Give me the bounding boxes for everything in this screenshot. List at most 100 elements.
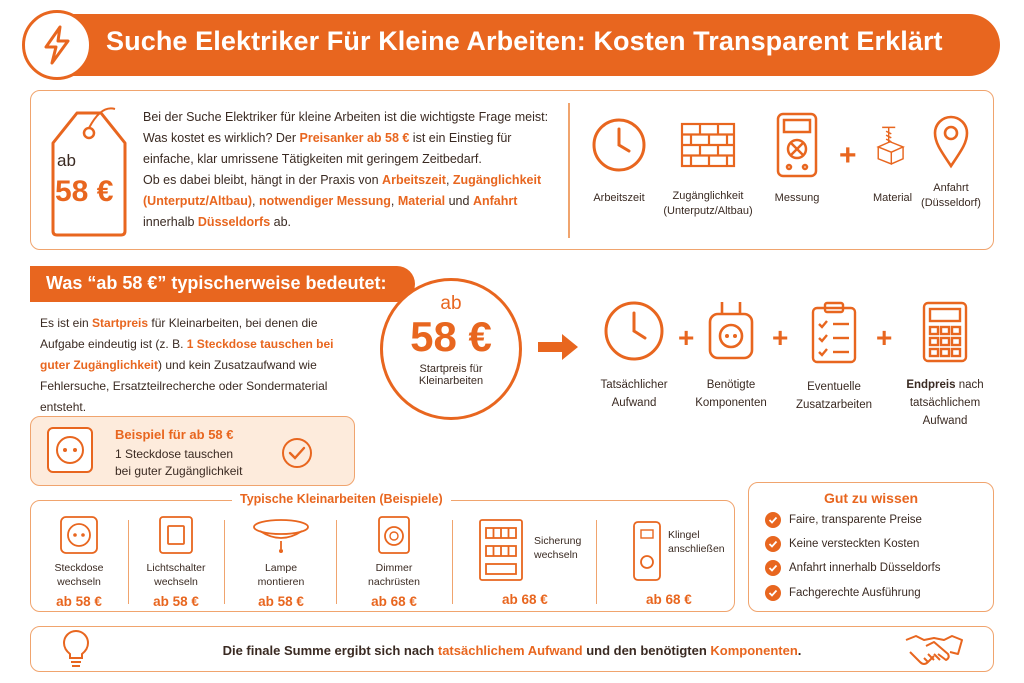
factor-label: Arbeitszeit bbox=[593, 192, 645, 204]
factor-label: Material bbox=[873, 192, 913, 204]
ceiling-lamp-icon bbox=[253, 519, 309, 553]
doorbell-icon bbox=[633, 521, 661, 581]
task-lichtschalter: Lichtschalter wechseln ab 58 € bbox=[136, 515, 216, 609]
good-to-know-item: Anfahrt innerhalb Düsseldorfs bbox=[765, 560, 941, 576]
intro-text: Bei der Suche Elektriker für kleine Arbe… bbox=[143, 107, 553, 233]
task-price: ab 68 € bbox=[502, 592, 548, 607]
check-icon bbox=[765, 536, 781, 552]
task-line: wechseln bbox=[154, 576, 198, 588]
body-text: ist ein Einstieg für einfache, klar umri… bbox=[143, 131, 512, 166]
highlight-text: Anfahrt bbox=[472, 194, 518, 208]
price-tag-prefix: ab bbox=[57, 151, 76, 170]
factor-label: Messung bbox=[774, 192, 820, 204]
good-to-know-item: Fachgerechte Ausführung bbox=[765, 585, 921, 601]
process-line: Endpreis bbox=[906, 379, 956, 391]
header-bar bbox=[52, 14, 1000, 76]
price-tag bbox=[41, 99, 131, 239]
handshake-icon bbox=[905, 635, 963, 665]
process-line: Komponenten bbox=[695, 397, 767, 409]
body-text: , bbox=[390, 194, 398, 208]
task-line: montieren bbox=[257, 576, 305, 588]
process-komponenten: Benötigte Komponenten bbox=[686, 300, 776, 412]
task-price: ab 68 € bbox=[646, 592, 692, 607]
task-klingel bbox=[632, 520, 662, 582]
task-label: Sicherung wechseln bbox=[534, 534, 581, 562]
example-box: Beispiel für ab 58 € 1 Steckdose tausche… bbox=[30, 416, 355, 486]
highlight-text: Arbeitszeit bbox=[382, 173, 446, 187]
price-tag-icon bbox=[51, 107, 127, 237]
highlight-text: Düsseldorfs bbox=[197, 215, 271, 229]
process-line: nach bbox=[955, 379, 984, 391]
good-to-know-item: Faire, transparente Preise bbox=[765, 512, 922, 528]
multimeter-icon bbox=[776, 112, 818, 178]
check-icon bbox=[765, 512, 781, 528]
example-line-1: 1 Steckdose tauschen bbox=[115, 447, 234, 461]
body-text: und den benötigten bbox=[582, 643, 711, 658]
location-pin-icon bbox=[933, 115, 969, 169]
good-to-know-label: Faire, transparente Preise bbox=[789, 514, 922, 526]
circle-price: 58 € bbox=[410, 313, 492, 360]
intro-card: ab 58 € Bei der Suche Elektriker für kle… bbox=[30, 90, 994, 250]
body-text: , bbox=[252, 194, 259, 208]
task-line: nachrüsten bbox=[368, 576, 420, 588]
good-to-know-label: Fachgerechte Ausführung bbox=[789, 587, 921, 599]
check-icon bbox=[765, 585, 781, 601]
section-banner bbox=[30, 266, 415, 302]
body-text: . bbox=[797, 643, 802, 658]
body-text: Ob es dabei bleibt, hängt in der Praxis … bbox=[143, 173, 383, 187]
task-price: ab 58 € bbox=[56, 594, 102, 609]
task-line: wechseln bbox=[534, 549, 578, 561]
circle-caption-1: Startpreis für bbox=[419, 363, 483, 375]
divider bbox=[452, 520, 454, 604]
plus-sign: + bbox=[876, 322, 893, 353]
task-line: Lichtschalter bbox=[146, 562, 206, 574]
factor-messung: Messung bbox=[763, 111, 831, 206]
task-label: Klingel anschließen bbox=[668, 528, 725, 556]
process-endpreis: Endpreis nach tatsächlichem Aufwand bbox=[896, 300, 994, 430]
task-line: Lampe bbox=[264, 562, 298, 574]
task-line: Sicherung bbox=[534, 535, 582, 547]
socket-icon bbox=[60, 516, 98, 554]
factor-material: Material bbox=[843, 111, 913, 206]
price-tag-value: 58 € bbox=[55, 175, 114, 208]
body-text: ab. bbox=[270, 215, 292, 229]
header-badge bbox=[22, 10, 92, 80]
highlight-text: tatsächlichem Aufwand bbox=[437, 643, 583, 658]
task-line: Steckdose bbox=[54, 562, 104, 574]
factor-anfahrt: Anfahrt (Düsseldorf) bbox=[909, 111, 993, 211]
check-icon bbox=[765, 560, 781, 576]
task-dimmer: Dimmer nachrüsten ab 68 € bbox=[352, 515, 436, 609]
body-text: für Kleinarbeiten, bei denen die Aufgabe… bbox=[40, 316, 318, 351]
task-line: Klingel bbox=[668, 529, 700, 541]
arrow-right-icon bbox=[538, 334, 578, 360]
factor-zugaenglichkeit: Zugänglichkeit (Unterputz/Altbau) bbox=[653, 111, 763, 219]
lightning-icon bbox=[44, 25, 70, 65]
intro-paragraph-2: Ob es dabei bleibt, hängt in der Praxis … bbox=[143, 170, 553, 233]
highlight-text: notwendiger Messung bbox=[258, 194, 391, 208]
typical-tasks-title: Typische Kleinarbeiten (Beispiele) bbox=[232, 492, 451, 506]
body-text: ) und kein Zusatzaufwand wie Fehlersuche… bbox=[40, 358, 328, 414]
task-lampe: Lampe montieren ab 58 € bbox=[236, 515, 326, 609]
task-line: wechseln bbox=[57, 576, 101, 588]
lightbulb-icon bbox=[62, 630, 90, 667]
material-box-icon bbox=[876, 126, 905, 166]
task-line: Dimmer bbox=[375, 562, 413, 574]
plus-sign: + bbox=[839, 139, 857, 172]
section-title: Was “ab 58 €” typischerweise bedeutet: bbox=[46, 273, 387, 293]
plus-sign: + bbox=[772, 322, 789, 353]
process-line: Zusatzarbeiten bbox=[795, 399, 873, 411]
was-text: Es ist ein Startpreis für Kleinarbeiten,… bbox=[40, 313, 350, 418]
factor-arbeitszeit: Arbeitszeit bbox=[579, 111, 659, 206]
body-text: Bei der Suche Elektriker für kleine Arbe… bbox=[143, 110, 549, 145]
fuse-box-icon bbox=[479, 519, 523, 581]
intro-divider bbox=[568, 103, 570, 238]
factor-label: Anfahrt (Düsseldorf) bbox=[921, 182, 981, 209]
start-price-circle: ab 58 € Startpreis für Kleinarbeiten bbox=[380, 278, 522, 420]
typical-tasks-card bbox=[30, 500, 735, 612]
brick-wall-icon bbox=[680, 122, 736, 168]
example-line-2: bei guter Zugänglichkeit bbox=[115, 464, 243, 478]
body-text: Die finale Summe ergibt sich nach bbox=[222, 643, 438, 658]
body-text: innerhalb bbox=[143, 215, 198, 229]
light-switch-icon bbox=[159, 516, 193, 554]
divider bbox=[128, 520, 130, 604]
